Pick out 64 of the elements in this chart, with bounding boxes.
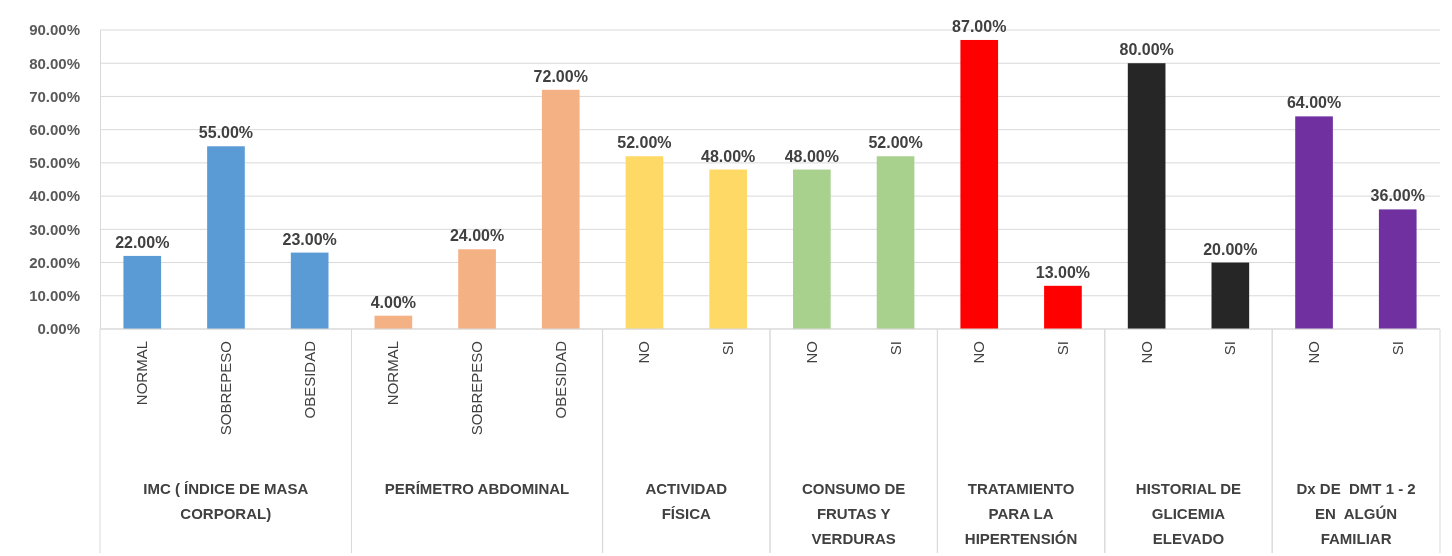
x-tick-label: NORMAL [133,341,151,406]
data-label: 23.00% [282,230,337,248]
data-label: 20.00% [1203,240,1258,258]
data-label: 52.00% [617,134,672,152]
bar [1378,209,1417,329]
x-tick-label: SOBREPESO [216,341,234,436]
data-label: 48.00% [784,147,839,165]
data-label: 72.00% [533,67,588,85]
data-label: 87.00% [952,17,1007,35]
bar [793,169,831,329]
data-label: 24.00% [449,227,505,245]
y-tick-label: 40.00% [29,187,80,205]
x-tick-label: SI [719,341,737,356]
x-tick-label: NO [970,341,988,364]
bar [709,169,747,329]
text: CONSUMO DE FRUTAS Y VERDURAS [802,480,906,547]
x-tick-label: SI [1053,341,1071,356]
y-tick-label: 80.00% [29,54,80,72]
bar [876,156,915,329]
x-tick-label: NO [1305,341,1323,364]
bar [625,156,664,329]
y-tick-label: 20.00% [29,253,80,271]
data-label: 22.00% [115,233,170,251]
text: PERÍMETRO ABDOMINAL [384,480,570,497]
data-label: 64.00% [1286,94,1342,112]
y-tick-label: 10.00% [29,287,80,305]
data-label: 36.00% [1370,187,1425,205]
x-tick-label: OBESIDAD [551,340,569,419]
x-tick-label: SI [1388,341,1406,356]
data-label: 48.00% [701,147,756,165]
bar [207,146,245,329]
x-tick-label: NO [635,341,653,364]
x-tick-label: NO [1137,341,1155,364]
bar [541,89,580,329]
data-label: 55.00% [198,124,254,142]
data-label: 80.00% [1119,41,1174,59]
bar [960,39,999,329]
text: TRATAMIENTO PARA LA HIPERTENSIÓN [964,480,1078,547]
text: ACTIVIDAD FÍSICA [645,480,728,522]
data-label: 13.00% [1035,263,1091,281]
y-tick-label: 60.00% [29,120,80,138]
x-tick-label: NO [802,341,820,364]
bar [1044,285,1082,329]
bar [290,252,329,329]
y-tick-label: 90.00% [29,21,80,39]
x-tick-label: SI [886,341,904,356]
y-tick-label: 50.00% [29,154,80,172]
x-tick-label: SOBREPESO [468,341,486,436]
y-tick-label: 0.00% [37,320,80,338]
bar [1211,262,1250,329]
bar [123,255,162,329]
data-label: 4.00% [370,293,417,311]
data-label: 52.00% [868,134,923,152]
bar [1295,116,1333,329]
y-tick-label: 70.00% [29,87,80,105]
text: IMC ( ÍNDICE DE MASA CORPORAL) [143,480,309,522]
bar [1127,63,1166,329]
text: Dx DE DMT 1 - 2 EN ALGÚN FAMILIAR [1296,480,1416,547]
x-tick-label: SI [1221,341,1239,356]
y-tick-label: 30.00% [29,220,80,238]
x-tick-label: OBESIDAD [300,340,318,419]
text: HISTORIAL DE GLICEMIA ELEVADO [1135,480,1242,547]
x-tick-label: NORMAL [384,341,402,406]
bar [458,249,496,329]
